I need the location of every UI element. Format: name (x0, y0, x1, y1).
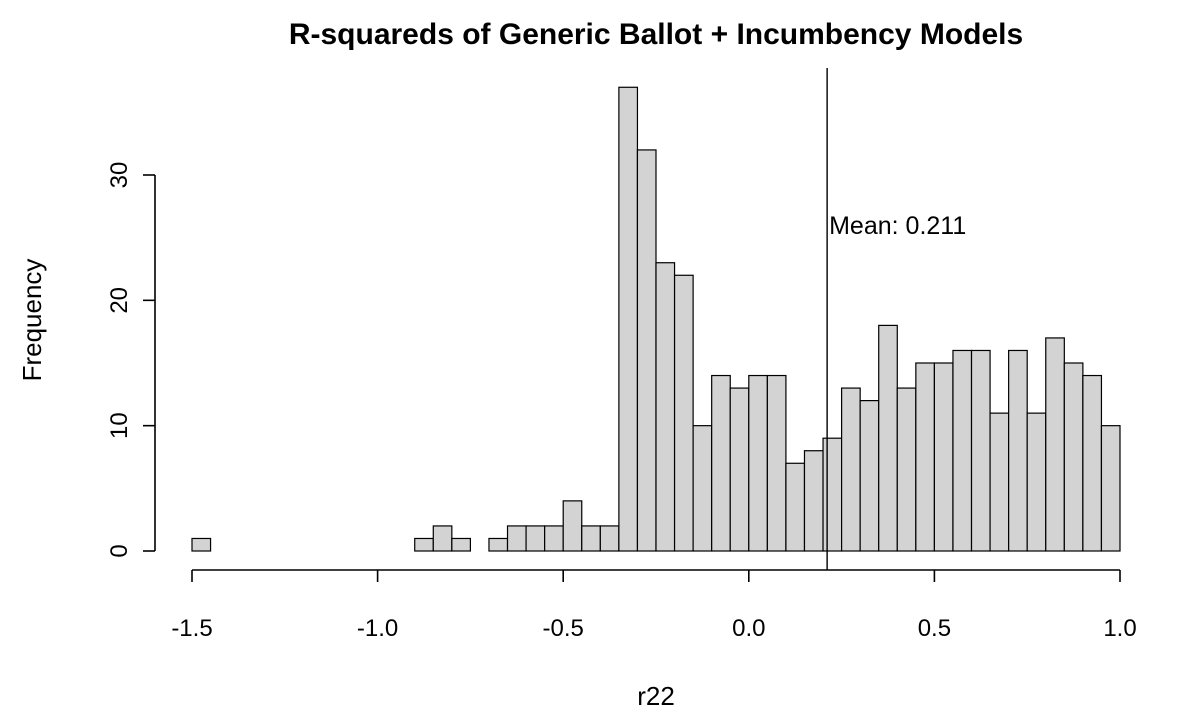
histogram-bar (915, 362, 936, 552)
histogram-bar (803, 450, 824, 552)
histogram-bar (673, 274, 694, 552)
y-tick-label: 20 (106, 287, 133, 314)
histogram-bars (191, 86, 1121, 552)
x-tick-label: 0.0 (732, 615, 765, 642)
mean-label: Mean: 0.211 (829, 212, 966, 240)
histogram-bar (748, 374, 768, 552)
y-tick-label: 10 (106, 412, 133, 439)
x-axis-title: r22 (637, 681, 675, 711)
histogram-bar (1045, 337, 1065, 552)
histogram-bar (581, 525, 601, 552)
y-axis-title: Frequency (17, 259, 47, 382)
x-tick-label: -0.5 (543, 615, 584, 642)
histogram-bar (562, 500, 583, 552)
histogram-bar (711, 374, 731, 552)
x-tick-label: 1.0 (1103, 615, 1136, 642)
histogram-bar (840, 387, 861, 552)
y-tick-label: 30 (106, 162, 133, 189)
histogram-bar (933, 362, 954, 552)
histogram-bar (1026, 412, 1047, 552)
histogram-bar (729, 387, 750, 552)
chart-title: R-squareds of Generic Ballot + Incumbenc… (289, 18, 1023, 51)
histogram-bar (618, 86, 639, 552)
histogram-bar (1100, 425, 1121, 552)
x-tick-label: -1.0 (357, 615, 398, 642)
histogram-bar (191, 537, 212, 552)
histogram-bar (544, 525, 564, 552)
histogram-bar (488, 537, 509, 552)
histogram-bar (970, 349, 991, 552)
histogram-bar (822, 437, 843, 552)
histogram-bar (506, 525, 527, 552)
x-axis: -1.5 -1.0 -0.5 0.0 0.5 1.0 (171, 569, 1137, 642)
y-axis: 0 10 20 30 (106, 162, 156, 558)
histogram-bar (766, 374, 787, 552)
y-tick-label: 0 (106, 544, 133, 557)
histogram-bar (952, 349, 973, 552)
histogram-bar (692, 425, 713, 552)
histogram-bar (414, 537, 434, 552)
histogram-bar (896, 387, 917, 552)
x-tick-label: -1.5 (171, 615, 212, 642)
histogram-bar (599, 525, 620, 552)
histogram-bar (878, 324, 898, 552)
histogram-bar (859, 400, 880, 552)
histogram-bar (1008, 349, 1028, 552)
histogram-bar (989, 412, 1010, 552)
histogram-bar (432, 525, 453, 552)
histogram-bar (655, 262, 676, 552)
histogram-bar (1063, 362, 1084, 552)
histogram-bar (1082, 374, 1103, 552)
histogram-bar (636, 149, 657, 552)
histogram-bar (785, 462, 806, 552)
x-tick-label: 0.5 (918, 615, 951, 642)
histogram-bar (451, 537, 471, 552)
histogram-bar (525, 525, 546, 552)
